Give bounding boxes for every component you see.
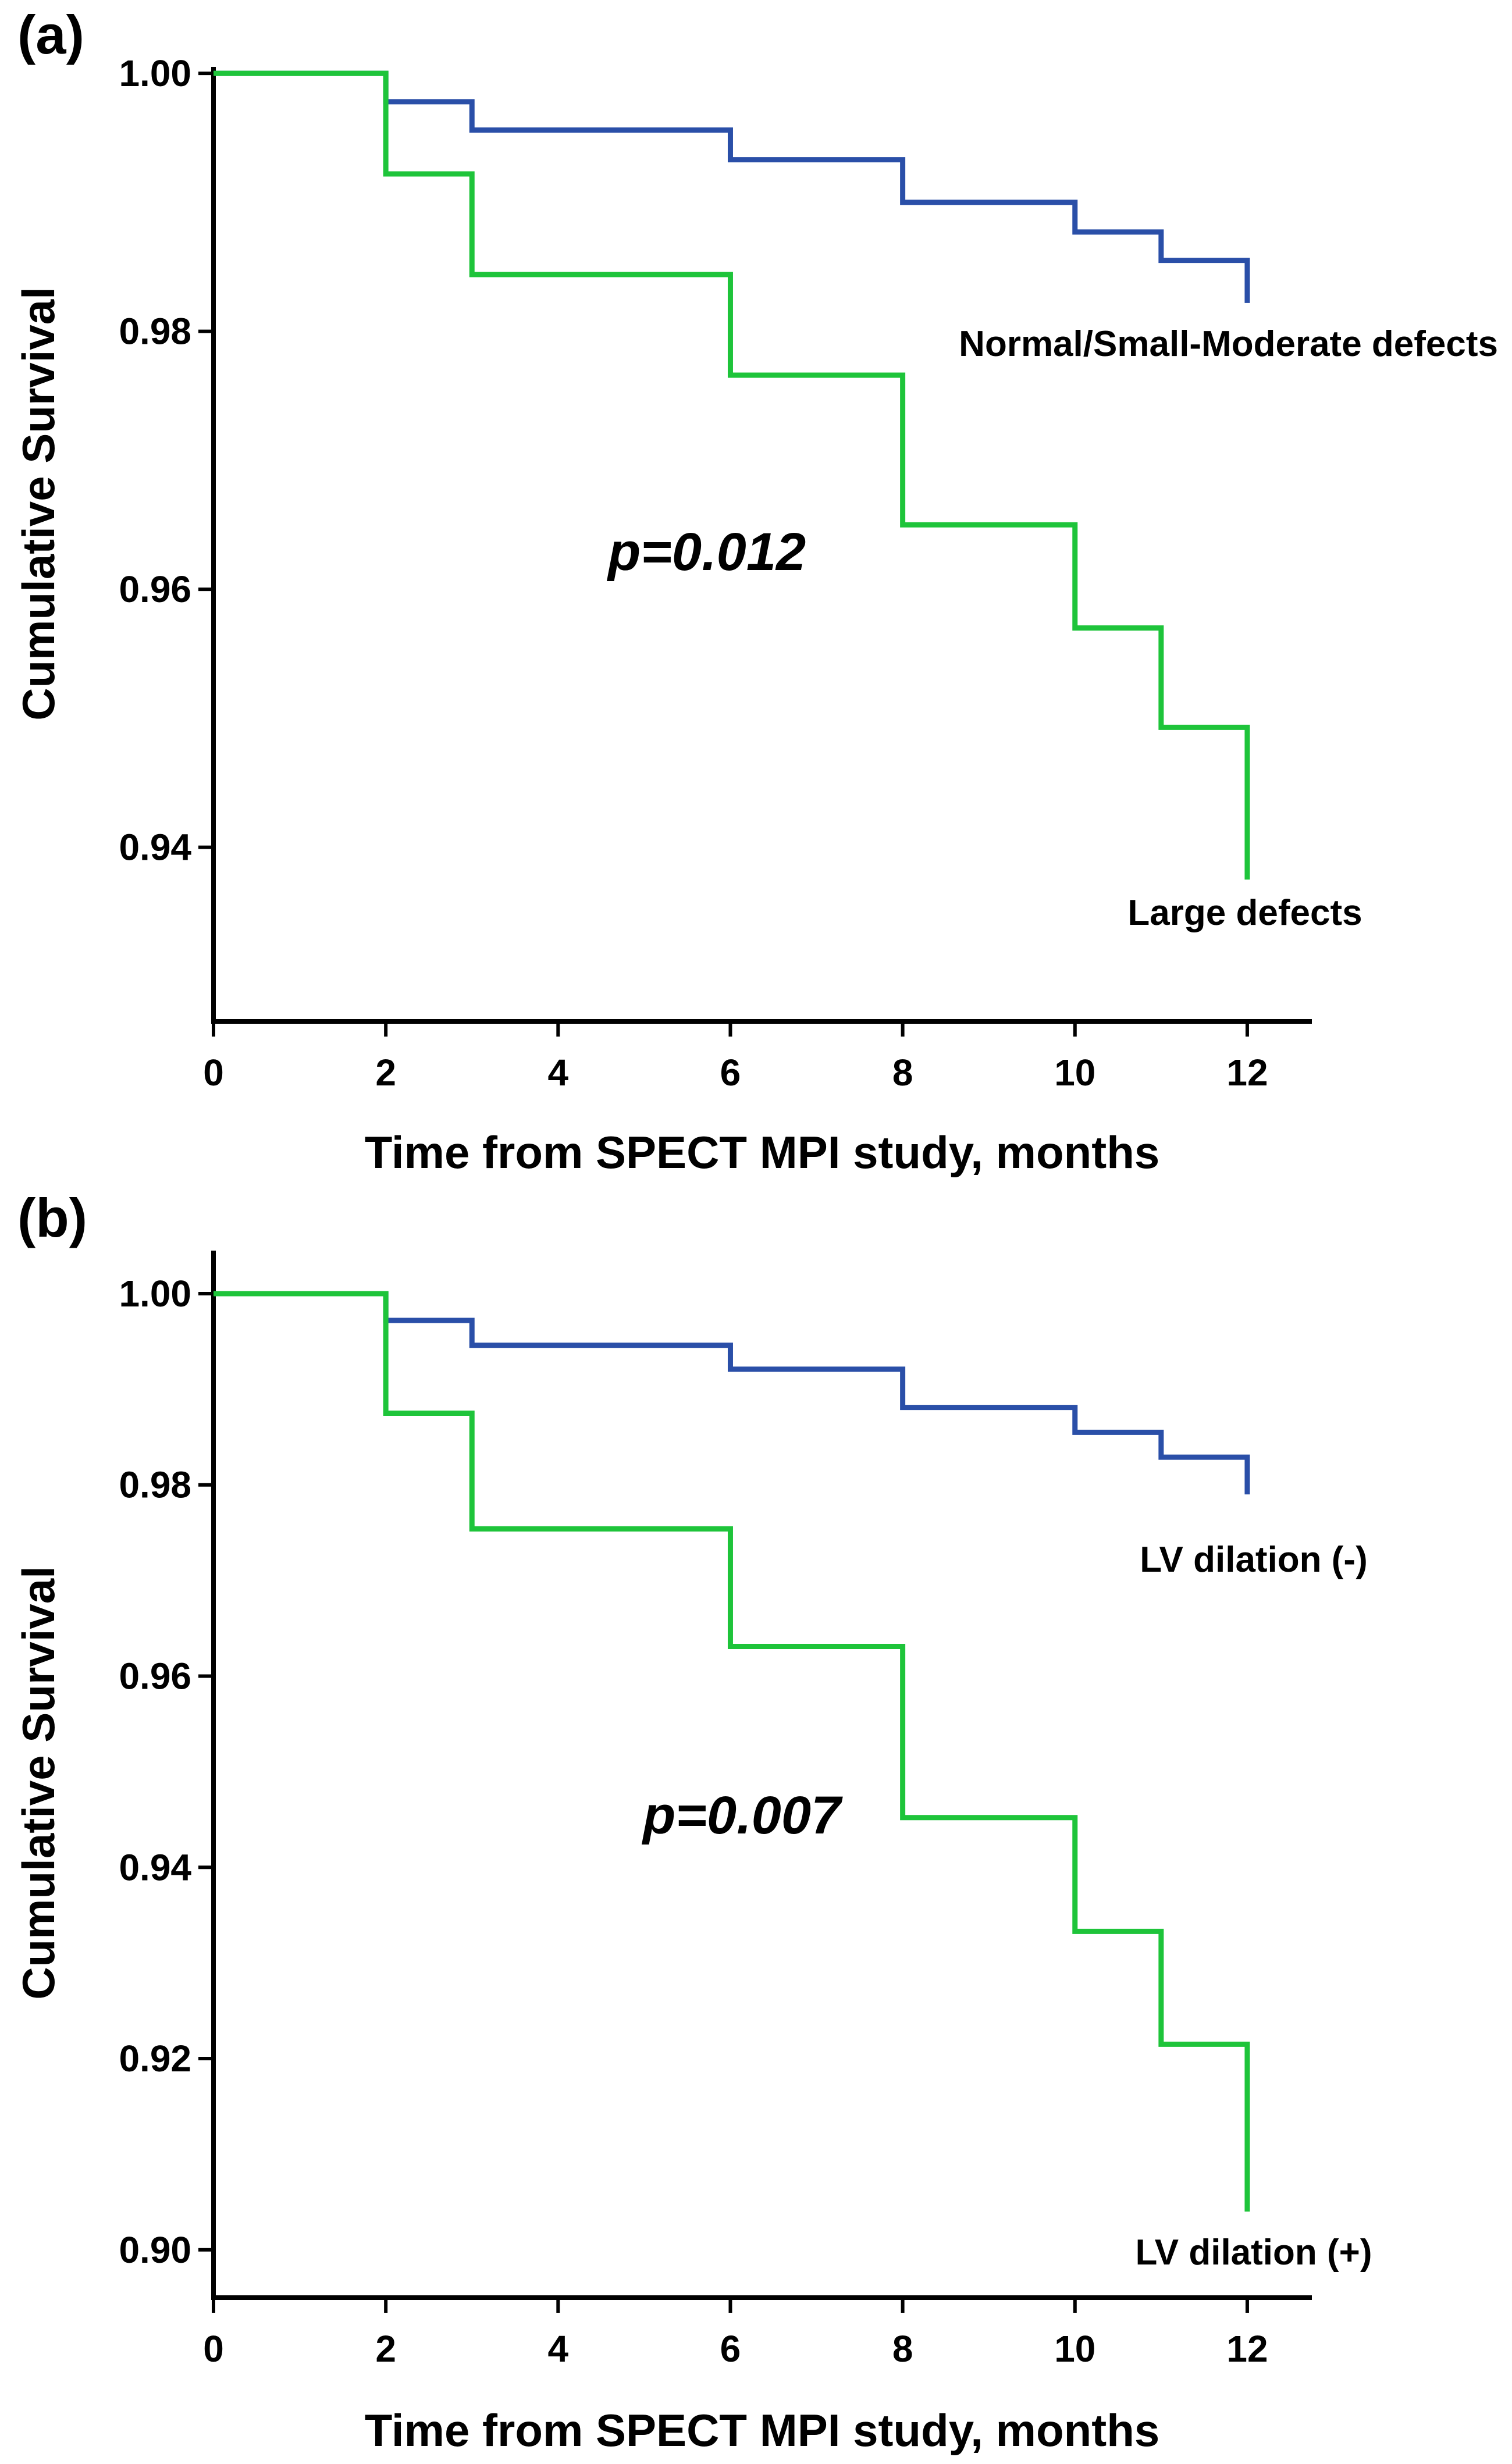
survival-curve-green xyxy=(214,1291,1250,2212)
x-axis-label: Time from SPECT MPI study, months xyxy=(365,1127,1160,1178)
series-label: Normal/Small-Moderate defects xyxy=(959,324,1498,364)
x-tick-label: 12 xyxy=(1226,2328,1268,2370)
y-tick-label: 0.90 xyxy=(119,2229,191,2271)
x-tick-label: 6 xyxy=(720,2328,741,2370)
survival-curve-blue xyxy=(214,1291,1250,1495)
y-tick-label: 0.92 xyxy=(119,2038,191,2080)
x-tick-label: 8 xyxy=(892,1052,913,1094)
series-label: LV dilation (+) xyxy=(1136,2232,1372,2273)
p-value-annotation: p=0.012 xyxy=(606,522,806,582)
x-tick-label: 0 xyxy=(203,2328,224,2370)
y-tick-label: 0.96 xyxy=(119,1655,191,1697)
x-tick-label: 12 xyxy=(1226,1052,1268,1094)
x-axis-label: Time from SPECT MPI study, months xyxy=(365,2405,1160,2456)
x-tick-label: 2 xyxy=(375,1052,396,1094)
survival-curve-green xyxy=(214,70,1250,880)
y-tick-label: 1.00 xyxy=(119,1273,191,1315)
panel-letter: (a) xyxy=(17,4,84,65)
x-tick-label: 4 xyxy=(548,2328,569,2370)
panel-b: (b) 0 2 4 6 8 10 12 0.90 0.92 0.94 0.96 0.98 1.00 Time… xyxy=(13,1187,1372,2456)
y-tick-label: 1.00 xyxy=(119,52,191,94)
x-tick-label: 10 xyxy=(1054,1052,1095,1094)
x-tick-label: 10 xyxy=(1054,2328,1095,2370)
p-value-annotation: p=0.007 xyxy=(641,1786,843,1845)
x-tick-label: 0 xyxy=(203,1052,224,1094)
y-tick-label: 0.98 xyxy=(119,311,191,352)
y-tick-label: 0.98 xyxy=(119,1464,191,1506)
series-label: LV dilation (-) xyxy=(1140,1540,1367,1580)
x-tick-label: 4 xyxy=(548,1052,569,1094)
panel-a: (a) 0 2 4 6 8 10 12 0.94 0.96 0.98 1.00 Time from SP… xyxy=(13,4,1498,1178)
y-axis-label: Cumulative Survival xyxy=(13,1566,64,2000)
y-tick-label: 0.94 xyxy=(119,827,191,868)
y-tick-label: 0.96 xyxy=(119,568,191,610)
y-tick-label: 0.94 xyxy=(119,1846,191,1888)
x-tick-label: 8 xyxy=(892,2328,913,2370)
x-tick-label: 6 xyxy=(720,1052,741,1094)
panel-letter: (b) xyxy=(17,1187,87,1248)
x-tick-label: 2 xyxy=(375,2328,396,2370)
series-label: Large defects xyxy=(1127,893,1362,933)
y-axis-label: Cumulative Survival xyxy=(13,287,64,721)
survival-curve-blue xyxy=(214,70,1250,303)
